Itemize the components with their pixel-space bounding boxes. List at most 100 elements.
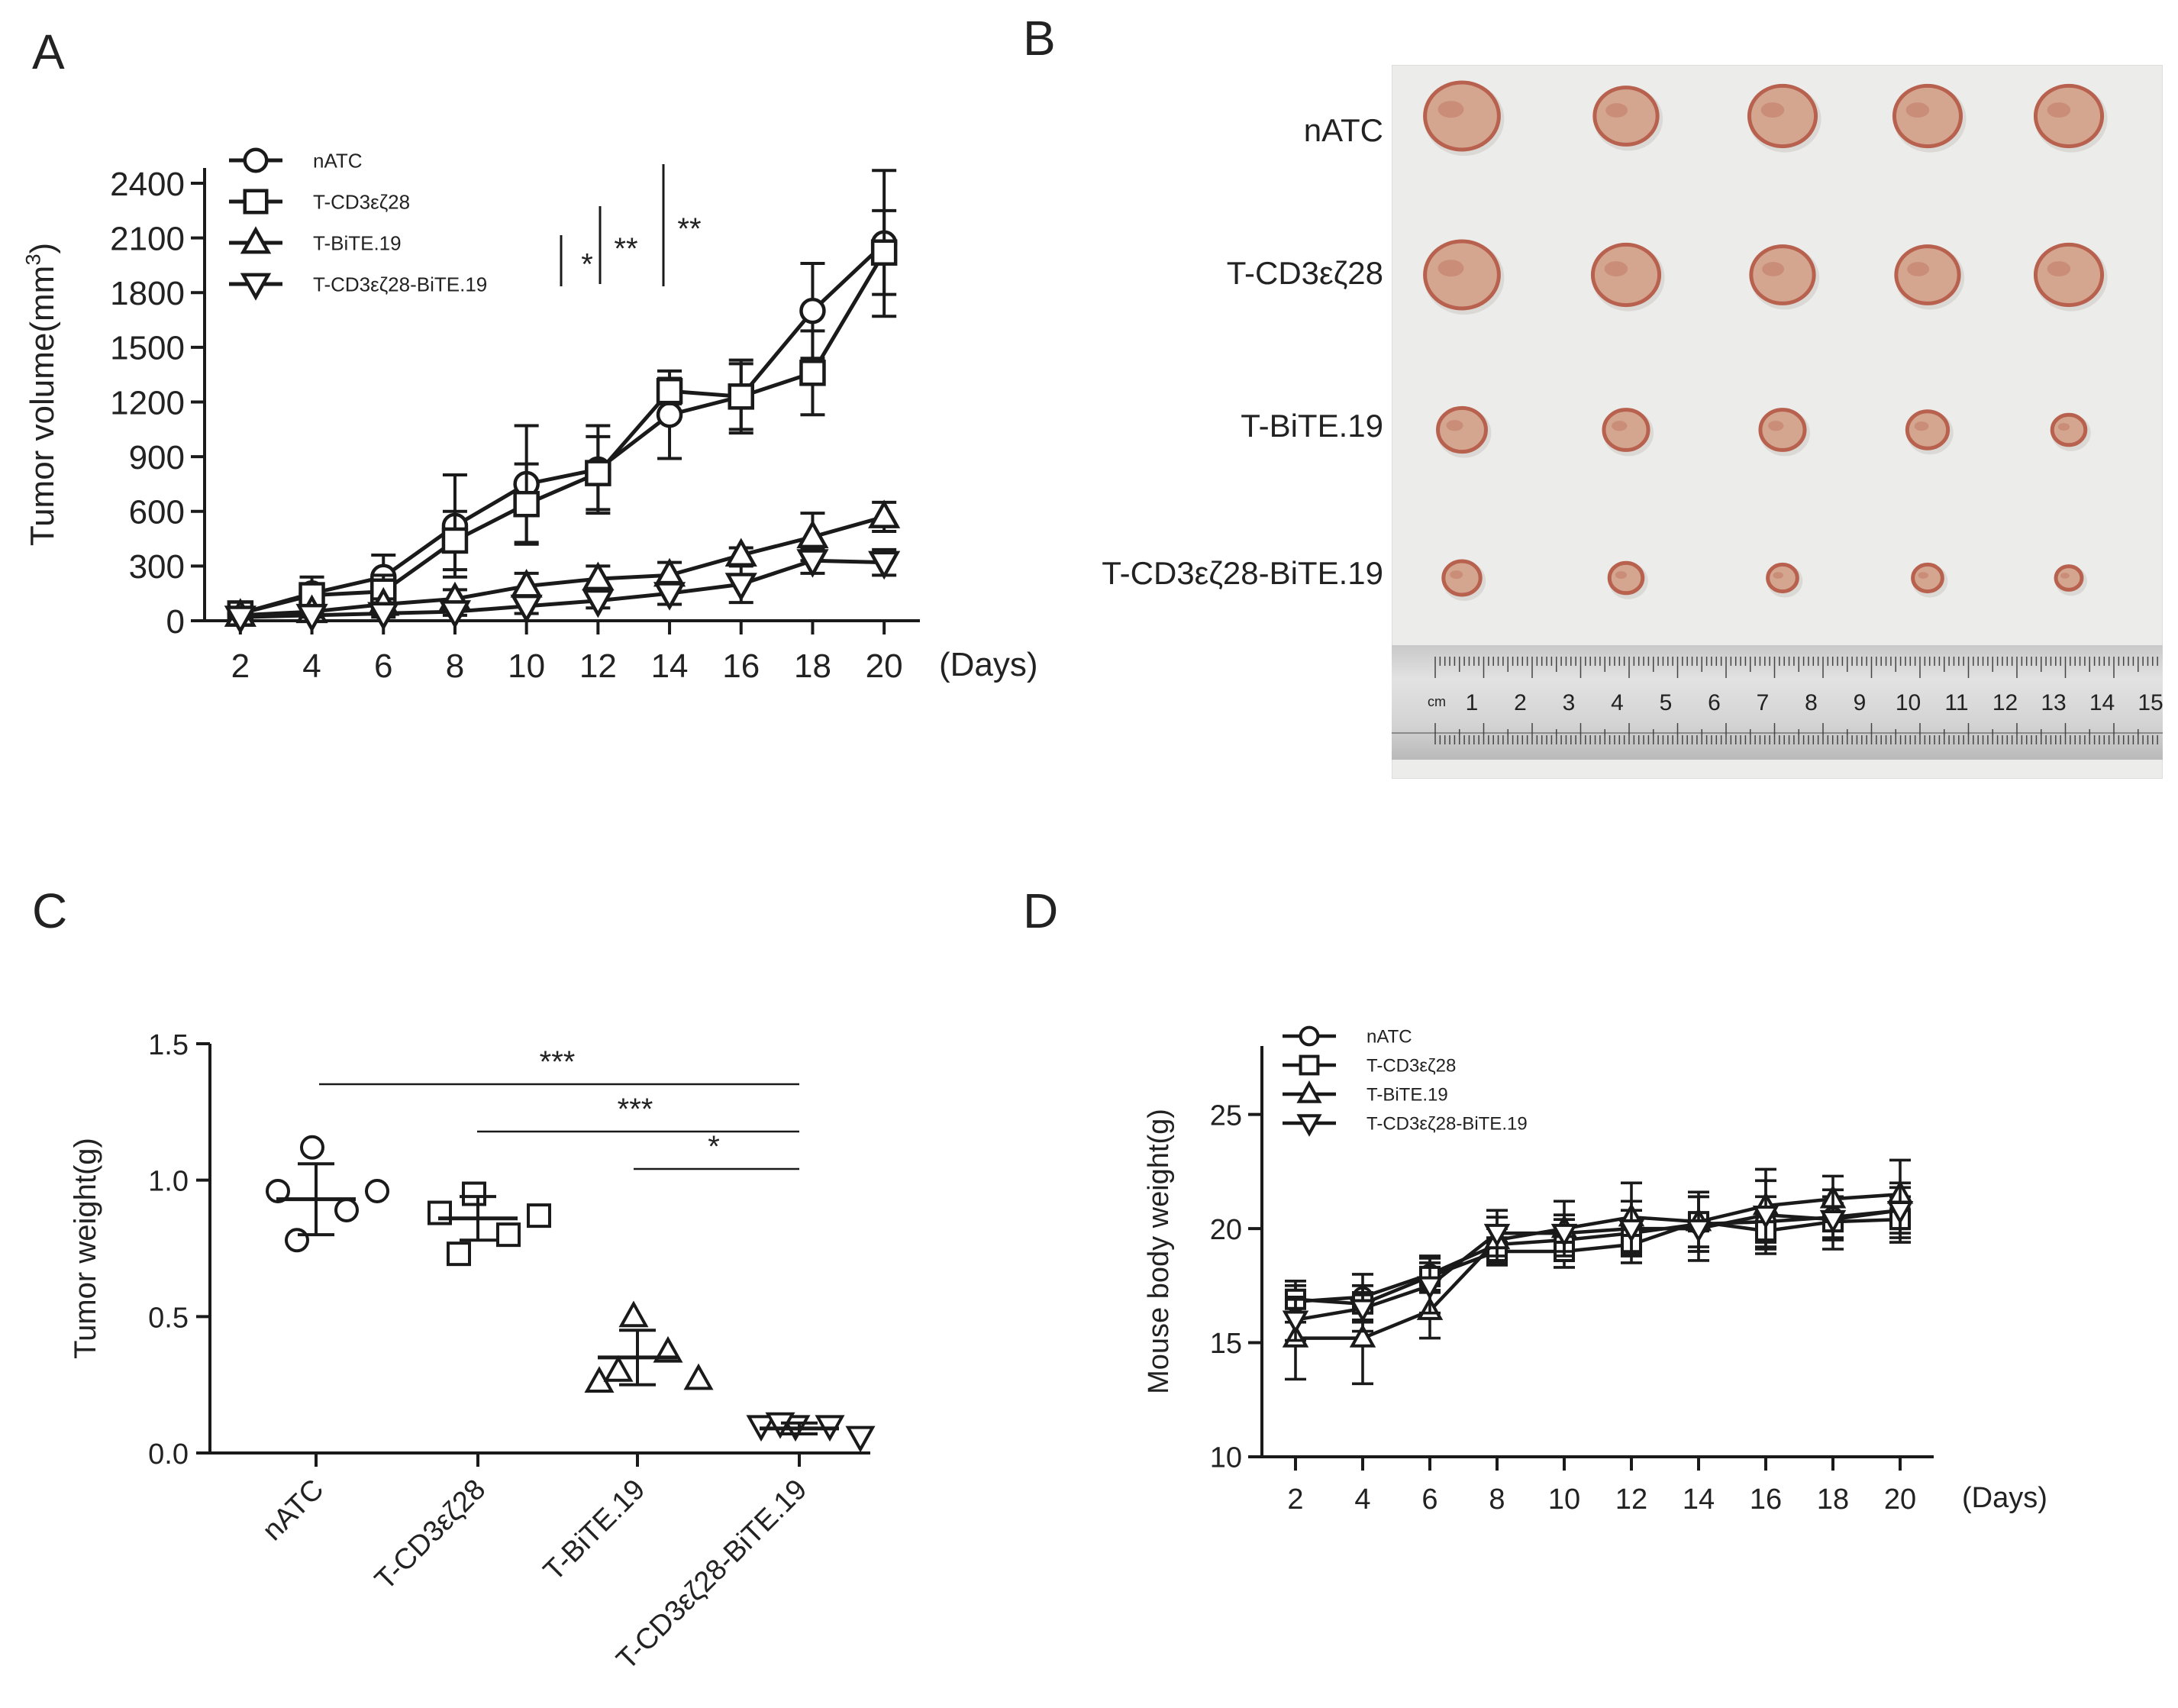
chart-a-point: [656, 377, 683, 405]
chart-d-point: [1282, 1310, 1309, 1335]
photo-row-label: T-CD3εζ28-BiTE.19: [1102, 555, 1383, 591]
chart-d-x-tick-label: 8: [1489, 1484, 1505, 1516]
tumor: [1441, 559, 1483, 597]
tumor: [1423, 80, 1501, 152]
chart-d-legend-label: T-CD3εζ28-BiTE.19: [1366, 1114, 1528, 1135]
chart-a-point: [724, 573, 757, 602]
tumor: [1758, 408, 1807, 452]
chart-d-point: [1618, 1219, 1645, 1243]
ruler-number: 9: [1854, 690, 1867, 715]
chart-a-point: [799, 360, 826, 386]
chart-a-point: [510, 594, 543, 624]
tumor: [2033, 242, 2105, 308]
chart-c-sig-label: ***: [540, 1045, 576, 1079]
chart-a-x-axis-label: (Days): [939, 646, 1038, 683]
tumor: [1423, 239, 1501, 311]
tumor-spot: [1450, 570, 1463, 580]
chart-d-y-tick-label: 25: [1210, 1099, 1242, 1132]
tumor-spot: [1605, 103, 1628, 118]
chart-d-y-tick-label: 20: [1210, 1214, 1242, 1246]
chart-a-y-tick-label: 1500: [110, 330, 185, 367]
chart-d-series-line: [1296, 1193, 1901, 1340]
tumor-spot: [1768, 421, 1784, 431]
chart-a-x-tick-label: 2: [231, 647, 250, 685]
ruler-number: 15: [2138, 690, 2163, 715]
chart-c-y-tick-label: 0.0: [148, 1438, 189, 1471]
ruler-number: 12: [1992, 690, 2018, 715]
chart-d-x-tick-label: 6: [1421, 1484, 1437, 1516]
tumor-spot: [2057, 423, 2070, 431]
chart-d-point: [1349, 1299, 1376, 1323]
chart-c: 0.0 0.5 1.0 1.5 Tumor weight(g) nATC T-CD3εζ28…: [69, 1029, 876, 1676]
ruler-unit: cm: [1428, 694, 1446, 709]
chart-a-legend-marker: [240, 226, 272, 254]
tumor: [1892, 83, 1963, 149]
chart-d-x-tick-label: 4: [1354, 1484, 1370, 1516]
chart-d-point: [1752, 1205, 1780, 1229]
chart-c-sig-label: ***: [618, 1093, 653, 1126]
chart-d-x-tick-label: 16: [1750, 1484, 1782, 1516]
chart-d-legend-marker: [1299, 1025, 1320, 1047]
chart-a-series-line: [240, 251, 886, 615]
chart-c-y-tick-label: 1.5: [148, 1029, 189, 1061]
chart-a-point: [367, 602, 400, 631]
photo-row-label: T-CD3εζ28: [1227, 255, 1383, 291]
chart-c-point: [462, 1181, 486, 1206]
tumor: [2054, 564, 2084, 592]
chart-a-x-tick-label: 10: [508, 647, 545, 685]
chart-c-sig-label: *: [708, 1130, 720, 1164]
chart-d-legend-marker: [1296, 1114, 1322, 1137]
chart-d-point: [1819, 1209, 1847, 1234]
chart-a-point: [728, 383, 754, 410]
photo-b: nATC T-CD3εζ28 T-BiTE.19 T-CD3εζ28-BiTE.19 c…: [1102, 80, 2163, 744]
chart-a-sig-label: **: [614, 232, 637, 266]
chart-c-point: [765, 1412, 795, 1439]
chart-a-y-tick-label: 900: [129, 439, 185, 476]
chart-a-point: [438, 600, 472, 629]
tumor-spot: [1762, 262, 1785, 276]
chart-a-point: [656, 401, 683, 428]
chart-a-series-line: [240, 241, 886, 615]
panel-letter-b: B: [1023, 11, 1056, 66]
chart-d-series-line: [1295, 1208, 1901, 1322]
tumor-spot: [1437, 101, 1464, 118]
chart-d-legend-label: nATC: [1366, 1027, 1412, 1048]
chart-c-point: [618, 1300, 649, 1328]
tumor: [2050, 412, 2088, 447]
chart-d-x-tick-label: 2: [1287, 1484, 1303, 1516]
tumor: [1894, 244, 1961, 305]
chart-a-point: [582, 589, 615, 618]
chart-d-series-line: [1295, 1217, 1901, 1306]
chart-c-x-tick-label: T-CD3εζ28: [369, 1474, 492, 1597]
panel-letter-c: C: [32, 883, 67, 938]
chart-a-point: [295, 603, 328, 633]
chart-a-point: [513, 490, 540, 518]
tumor-spot: [1918, 572, 1928, 579]
tumor-spot: [1615, 571, 1628, 579]
chart-c-y-tick-label: 1.0: [148, 1166, 189, 1198]
chart-a-x-tick-label: 12: [579, 647, 617, 685]
chart-a-y-tick-label: 1800: [110, 275, 185, 312]
photo-row-label: nATC: [1304, 112, 1383, 148]
chart-d-legend-label: T-BiTE.19: [1366, 1085, 1448, 1106]
chart-a-point: [868, 550, 901, 580]
ruler-number: 7: [1757, 690, 1770, 715]
chart-d-point: [1483, 1223, 1511, 1248]
photo-row-label: T-BiTE.19: [1241, 408, 1383, 444]
tumor: [1747, 83, 1818, 149]
chart-a-legend-label: T-BiTE.19: [313, 231, 402, 254]
chart-a-legend-label: T-CD3εζ28: [313, 190, 410, 213]
chart-d-legend-marker: [1299, 1054, 1320, 1076]
tumor-spot: [2047, 102, 2071, 118]
chart-d-legend-marker: [1296, 1080, 1322, 1103]
chart-c-point: [447, 1241, 471, 1267]
chart-a-legend-marker: [243, 147, 269, 173]
chart-d-x-tick-label: 20: [1884, 1484, 1916, 1516]
tumor: [2033, 83, 2105, 149]
chart-d-x-tick-label: 14: [1683, 1484, 1715, 1516]
panel-letter-a: A: [32, 24, 65, 79]
chart-c-x-tick-label: nATC: [257, 1474, 330, 1547]
chart-c-point: [527, 1203, 551, 1229]
ruler-number: 10: [1896, 690, 1921, 715]
chart-c-point: [285, 1228, 309, 1253]
